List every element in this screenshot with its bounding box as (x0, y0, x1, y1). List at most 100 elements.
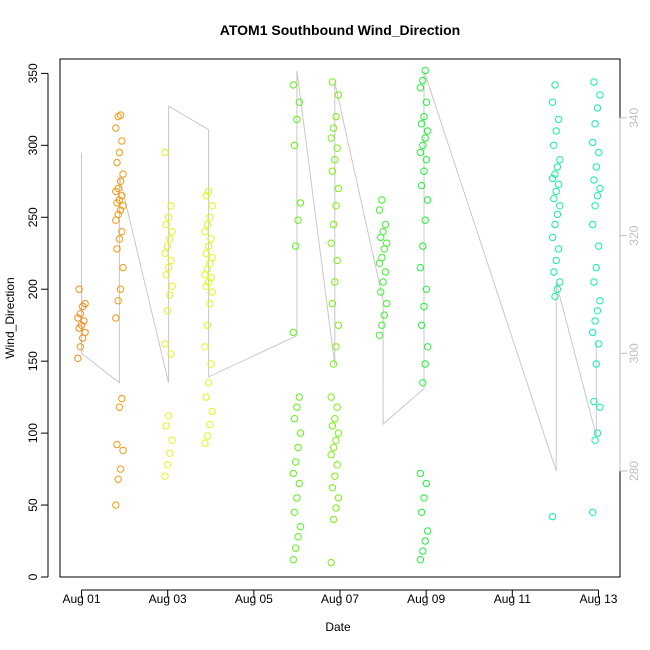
x-tick-label: Aug 07 (321, 592, 359, 606)
data-point (294, 443, 302, 452)
data-point (589, 138, 597, 147)
data-point (116, 177, 125, 186)
y-tick-label: 50 (26, 498, 40, 512)
data-point (423, 196, 432, 204)
data-point (204, 187, 213, 196)
data-point (423, 527, 432, 535)
data-point (417, 321, 426, 329)
data-point (328, 78, 337, 86)
data-point (551, 292, 559, 301)
data-point (420, 302, 428, 311)
data-point (333, 461, 341, 469)
data-point (327, 134, 335, 142)
data-point (375, 331, 384, 339)
data-point (553, 285, 562, 293)
data-point (420, 167, 428, 175)
data-point (208, 407, 216, 416)
data-point (589, 220, 597, 229)
data-point (119, 263, 127, 272)
data-point (593, 429, 602, 437)
x-tick-label: Aug 09 (407, 592, 445, 606)
data-point (416, 84, 425, 92)
data-point (556, 202, 564, 210)
data-point (383, 239, 391, 247)
data-point (163, 242, 172, 250)
data-point (333, 403, 341, 411)
data-point (332, 343, 340, 351)
data-point (416, 148, 425, 157)
data-point (166, 449, 174, 457)
data-point (378, 253, 386, 262)
data-point (416, 469, 425, 478)
data-point (548, 174, 557, 183)
data-point (422, 285, 431, 293)
x-tick-label: Aug 01 (63, 592, 101, 606)
data-point (421, 360, 429, 368)
data-point (556, 156, 564, 164)
data-point (163, 307, 172, 315)
data-point (589, 328, 597, 337)
data-point (416, 263, 425, 272)
data-point (294, 216, 302, 224)
data-point (423, 343, 432, 351)
data-point (162, 422, 170, 430)
data-point (329, 515, 338, 524)
data-point (204, 379, 213, 387)
data-point (329, 360, 338, 368)
data-point (552, 256, 560, 265)
data-point (295, 479, 303, 488)
data-point (419, 141, 427, 150)
y-tick-label: 0 (26, 573, 40, 580)
data-point (296, 199, 305, 207)
data-point (289, 469, 297, 478)
data-point (114, 475, 122, 483)
data-point (421, 537, 429, 545)
y2-tick-label: 320 (627, 225, 641, 245)
data-point (162, 271, 170, 279)
data-point (420, 112, 428, 121)
chart-title: ATOM1 Southbound Wind_Direction (220, 22, 460, 38)
data-point (329, 443, 338, 452)
data-point (334, 184, 343, 193)
data-point (114, 297, 122, 305)
data-point (550, 194, 558, 203)
data-point (596, 403, 604, 411)
data-point (419, 76, 427, 85)
data-point (116, 285, 125, 293)
data-point (593, 192, 602, 200)
data-point (116, 465, 125, 473)
data-point (328, 299, 337, 308)
data-point (334, 429, 343, 437)
data-point (290, 508, 299, 516)
data-point (548, 233, 557, 242)
points-layer (74, 66, 604, 567)
data-point (201, 439, 209, 447)
data-point (332, 436, 340, 444)
data-point (379, 278, 387, 286)
data-point (327, 239, 335, 247)
data-point (422, 98, 431, 106)
data-point (119, 446, 127, 455)
data-point (590, 397, 598, 406)
data-point (167, 256, 175, 265)
data-point (75, 285, 83, 293)
y-tick-label: 200 (26, 279, 40, 299)
data-point (381, 268, 390, 276)
data-point (591, 202, 599, 210)
data-point (113, 440, 121, 449)
data-point (423, 127, 432, 135)
data-point (76, 310, 85, 318)
data-point (554, 245, 563, 253)
data-point (421, 216, 429, 224)
y-tick-label: 150 (26, 351, 40, 371)
axes-layer: Aug 01 Aug 03 Aug 05 Aug 07 Aug 09 Aug 11 Aug … (26, 63, 641, 606)
data-point (380, 311, 388, 319)
data-point (164, 412, 173, 420)
data-point (112, 501, 120, 509)
data-point (591, 436, 599, 444)
data-point (551, 220, 559, 229)
data-point (331, 156, 339, 164)
data-point (161, 148, 169, 157)
